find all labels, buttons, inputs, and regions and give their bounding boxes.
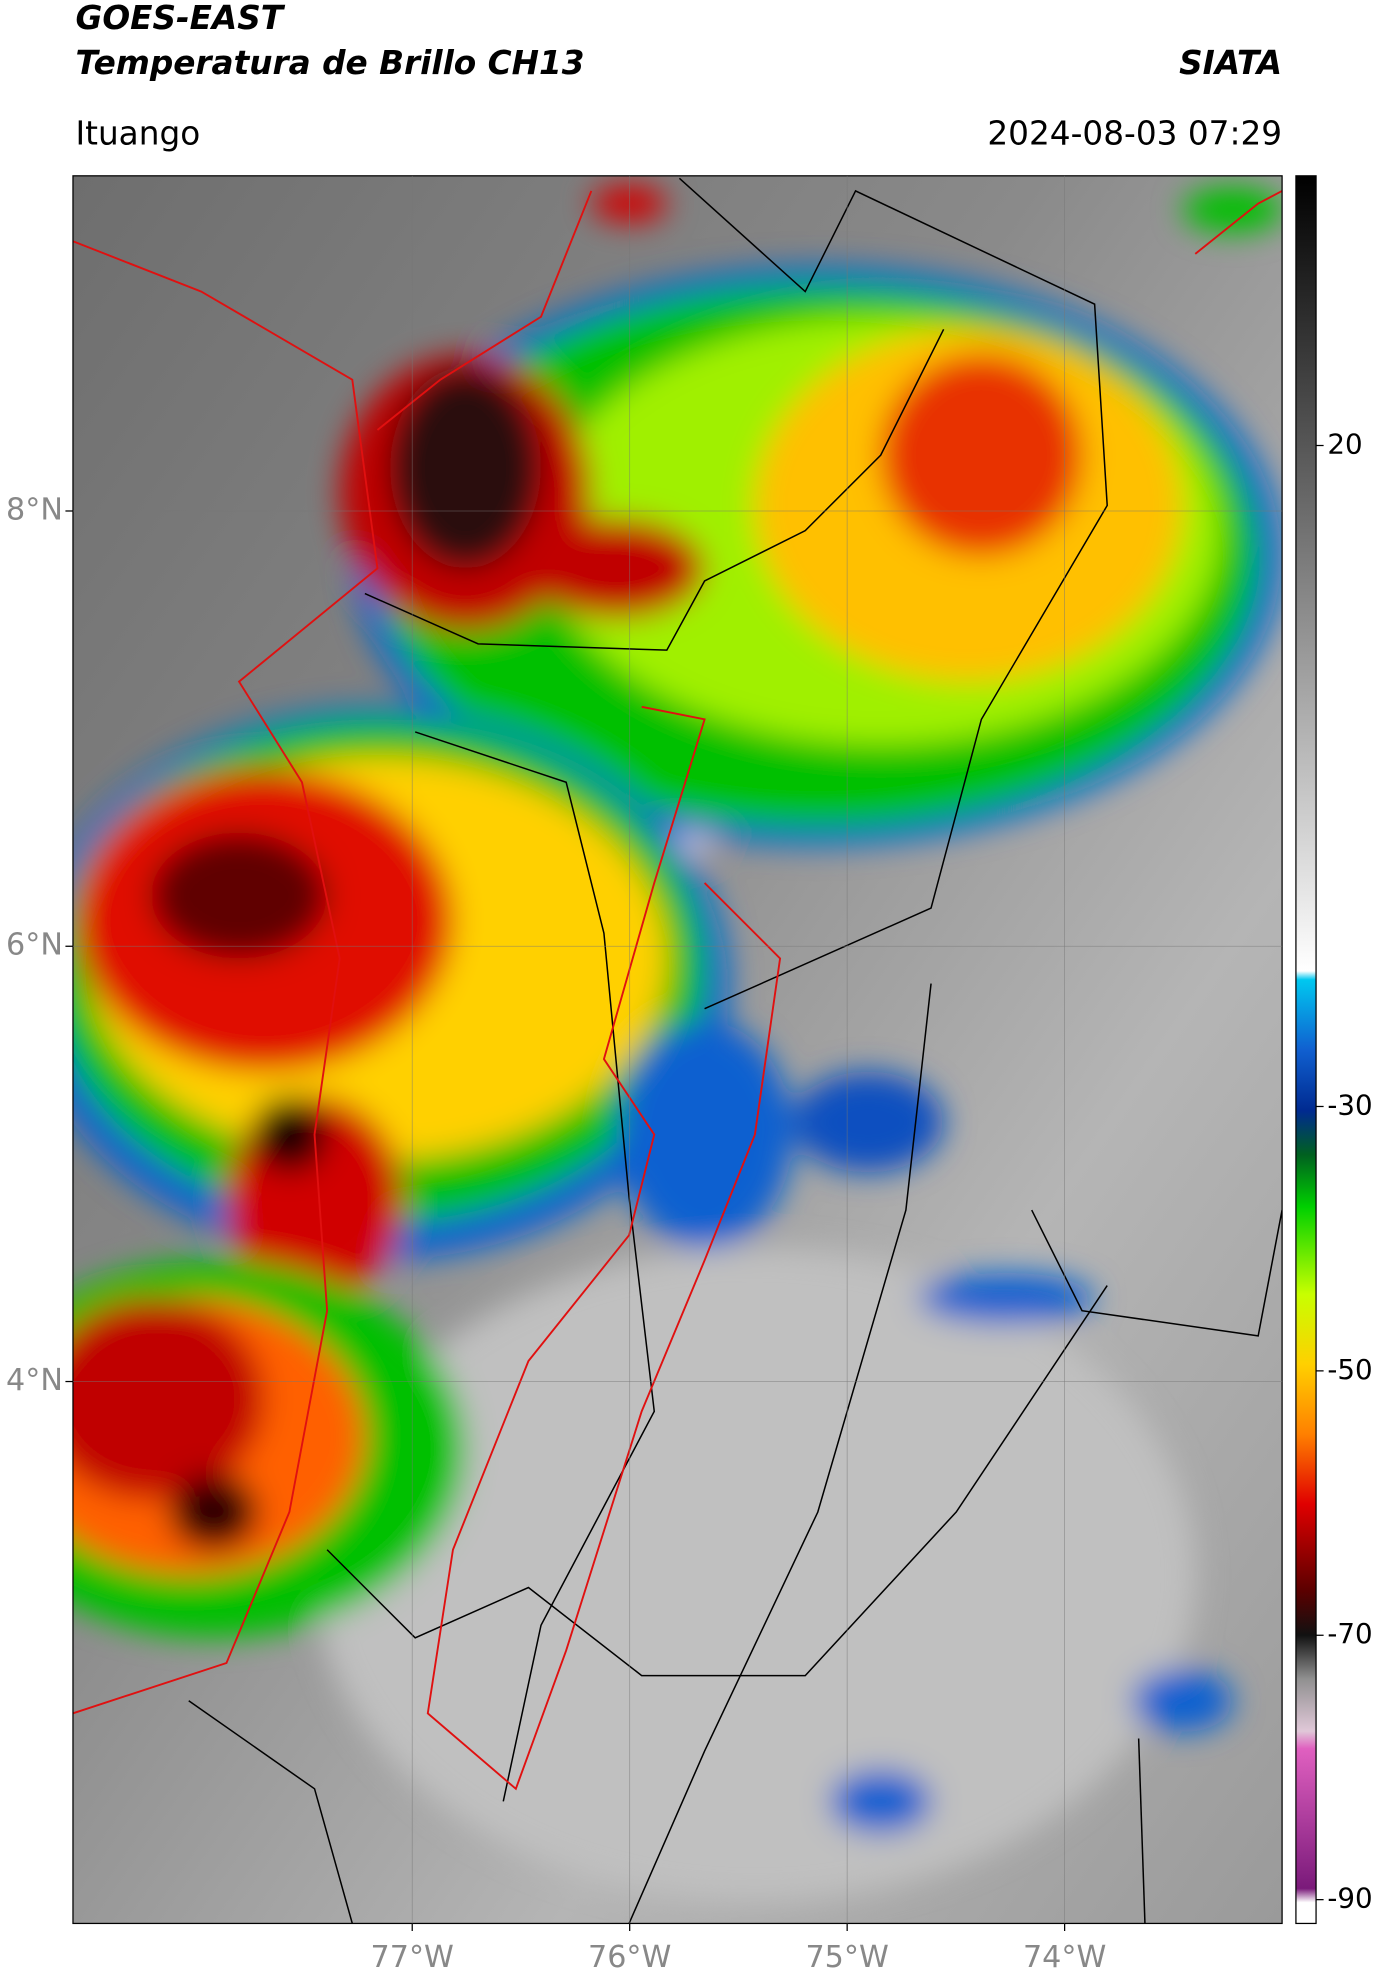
subtitle: Temperatura de Brillo CH13	[75, 44, 584, 82]
location: Ituango	[75, 115, 200, 153]
x-tick-label: 74°W	[1023, 1940, 1106, 1975]
y-tick-label: 8°N	[6, 492, 63, 527]
x-tick-label: 75°W	[805, 1940, 888, 1975]
colorbar-tick-label: -90	[1327, 1882, 1372, 1915]
title: GOES-EAST	[75, 0, 285, 37]
satellite-image	[72, 175, 1283, 1924]
colorbar-tick-label: -70	[1327, 1617, 1372, 1650]
y-tick-label: 6°N	[6, 928, 63, 963]
colorbar-tick-label: -50	[1327, 1353, 1372, 1386]
colorbar-tick-label: 20	[1327, 428, 1362, 461]
colorbar-tick-label: -30	[1327, 1088, 1372, 1121]
source: SIATA	[1179, 44, 1282, 82]
axes: 77°W 76°W 75°W 74°W 4°N 6°N 8°N 20 -30 -50 -70 -90	[6, 175, 1373, 1975]
map-frame	[72, 175, 1283, 1925]
y-tick-label: 4°N	[6, 1363, 63, 1398]
datetime: 2024-08-03 07:29	[987, 115, 1282, 153]
colorbar	[1295, 175, 1317, 1925]
x-tick-label: 77°W	[371, 1940, 454, 1975]
x-tick-label: 76°W	[588, 1940, 671, 1975]
